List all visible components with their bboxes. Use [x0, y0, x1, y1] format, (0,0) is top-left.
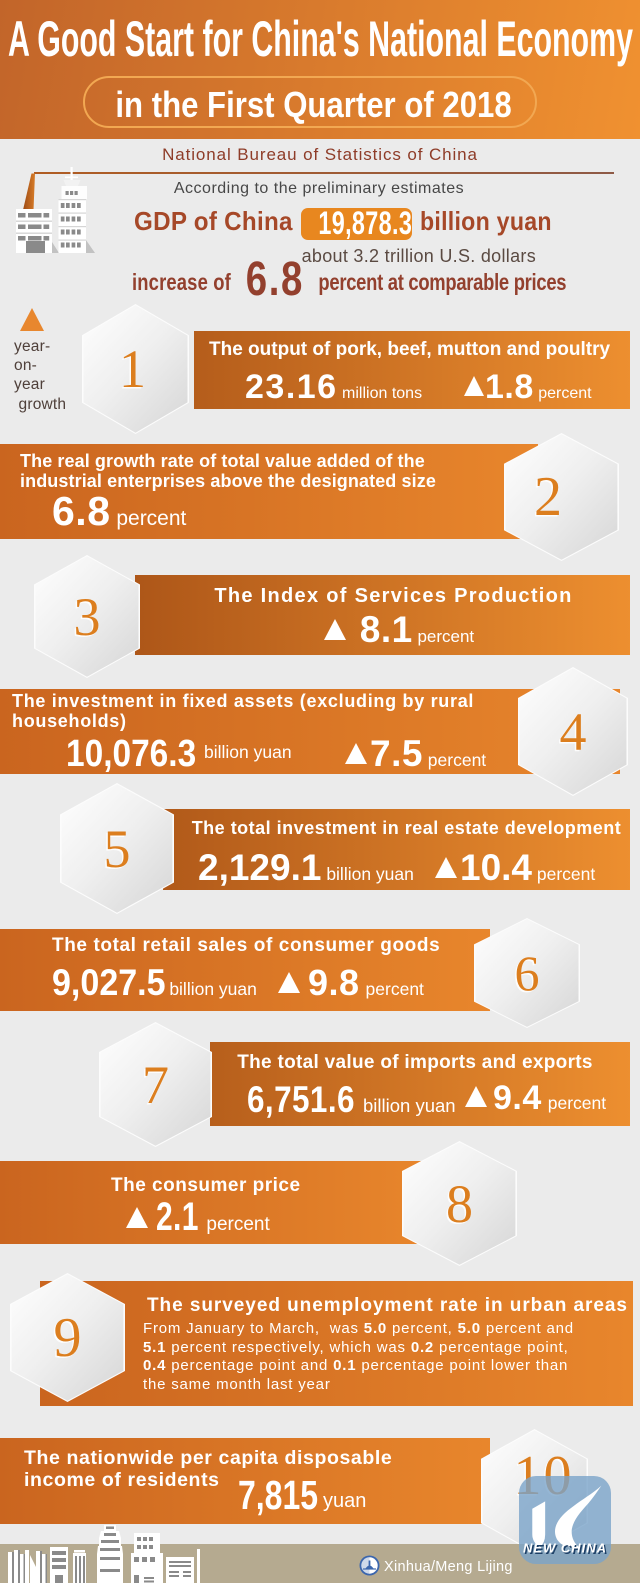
svg-text:NEW CHINA: NEW CHINA: [523, 1541, 607, 1556]
